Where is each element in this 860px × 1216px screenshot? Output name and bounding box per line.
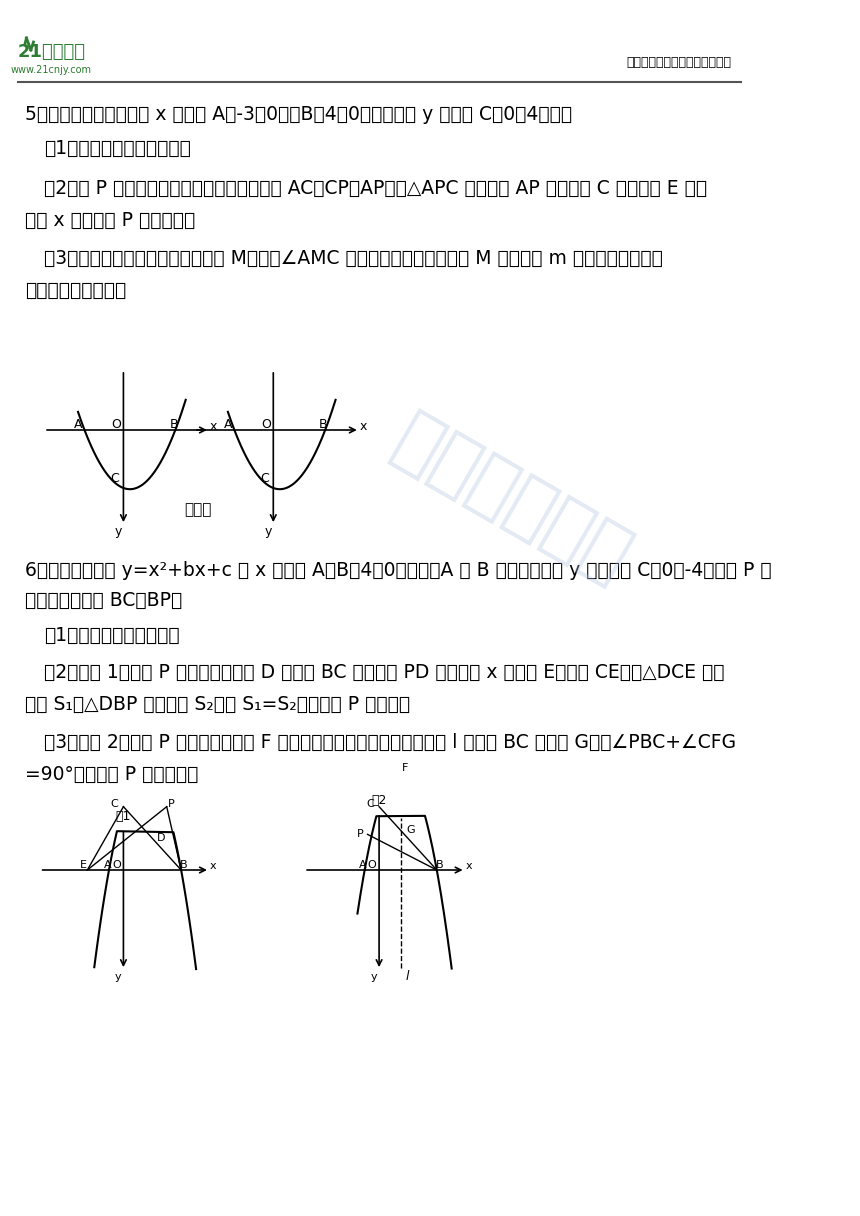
Text: E: E [79, 860, 87, 869]
Text: G: G [406, 826, 415, 835]
Text: （1）求该抛物线的表达式；: （1）求该抛物线的表达式； [44, 139, 191, 158]
Text: y: y [115, 972, 121, 983]
Text: O: O [261, 418, 271, 430]
Text: x: x [210, 420, 217, 433]
Text: y: y [371, 972, 378, 983]
Text: A: A [74, 418, 83, 430]
Text: （3）在抛物线对称轴上是否存在点 M，使得∠AMC 是锐角？若存在，求出点 M 的纵坐标 m 的取值范围；若不: （3）在抛物线对称轴上是否存在点 M，使得∠AMC 是锐角？若存在，求出点 M … [44, 248, 663, 268]
Text: B: B [436, 860, 443, 869]
Text: 21世纪教育: 21世纪教育 [17, 43, 85, 61]
Text: 抛物线上，连接 BC，BP．: 抛物线上，连接 BC，BP． [25, 591, 182, 609]
Text: P: P [168, 799, 175, 809]
Text: A: A [224, 418, 232, 430]
Text: x: x [359, 420, 367, 433]
Text: =90°时，求点 P 的横坐标．: =90°时，求点 P 的横坐标． [25, 765, 198, 783]
Text: 图1: 图1 [116, 811, 131, 823]
Text: O: O [112, 418, 121, 430]
Text: y: y [114, 525, 121, 539]
Text: 全网精选资料: 全网精选资料 [381, 405, 642, 595]
Text: 5．如图，已知抛物线与 x 轴交于 A（-3，0），B（4，0）两点，与 y 轴交于 C（0，4）点．: 5．如图，已知抛物线与 x 轴交于 A（-3，0），B（4，0）两点，与 y 轴… [25, 106, 572, 124]
Text: B: B [180, 860, 187, 869]
Text: （2）点 P 是抛物线在第一象限上的点，连接 AC，CP，AP，若△APC 沿着直线 AP 翻折后点 C 的对应点 E 恰好: （2）点 P 是抛物线在第一象限上的点，连接 AC，CP，AP，若△APC 沿着… [44, 179, 707, 197]
Text: （3）如图 2，若点 P 在第二象限，点 F 为抛物线的顶点，抛物线的对称轴 l 与线段 BC 交于点 G，当∠PBC+∠CFG: （3）如图 2，若点 P 在第二象限，点 F 为抛物线的顶点，抛物线的对称轴 l… [44, 732, 736, 751]
Text: 中小学教育资源及组卷应用平台: 中小学教育资源及组卷应用平台 [627, 56, 732, 68]
Text: （2）如图 1，若点 P 在第四象限，点 D 在线段 BC 上，连接 PD 并延长交 x 轴于点 E，连接 CE，记△DCE 的面: （2）如图 1，若点 P 在第四象限，点 D 在线段 BC 上，连接 PD 并延… [44, 663, 725, 681]
Text: 备用图: 备用图 [185, 502, 212, 518]
Text: P: P [357, 829, 364, 839]
Text: O: O [112, 860, 120, 869]
Text: 6．如图，抛物线 y=x²+bx+c 与 x 轴交于 A，B（4，0）两点（A 在 B 的左侧），与 y 轴交于点 C（0，-4）．点 P 在: 6．如图，抛物线 y=x²+bx+c 与 x 轴交于 A，B（4，0）两点（A … [25, 561, 771, 580]
Text: C: C [366, 799, 374, 809]
Text: 积为 S₁，△DBP 的面积为 S₂，当 S₁=S₂时，求点 P 的坐标；: 积为 S₁，△DBP 的面积为 S₂，当 S₁=S₂时，求点 P 的坐标； [25, 694, 410, 714]
Text: C: C [110, 472, 119, 485]
Text: A: A [103, 860, 111, 869]
Text: 存在，请说明理由．: 存在，请说明理由． [25, 281, 126, 299]
Text: D: D [157, 833, 165, 844]
Text: A: A [359, 860, 366, 869]
Text: y: y [264, 525, 272, 539]
Text: C: C [260, 472, 269, 485]
Text: l: l [406, 970, 409, 984]
Text: O: O [368, 860, 377, 869]
Text: 落在 x 轴上，求 P 点的坐标；: 落在 x 轴上，求 P 点的坐标； [25, 210, 195, 230]
Text: F: F [402, 764, 408, 773]
Text: B: B [169, 418, 178, 430]
Text: x: x [466, 861, 472, 871]
Text: 图2: 图2 [372, 794, 387, 807]
Text: B: B [319, 418, 328, 430]
Text: C: C [111, 799, 119, 809]
Text: www.21cnjy.com: www.21cnjy.com [10, 64, 92, 75]
Text: （1）求抛物线的解析式；: （1）求抛物线的解析式； [44, 625, 180, 644]
Text: x: x [210, 861, 217, 871]
